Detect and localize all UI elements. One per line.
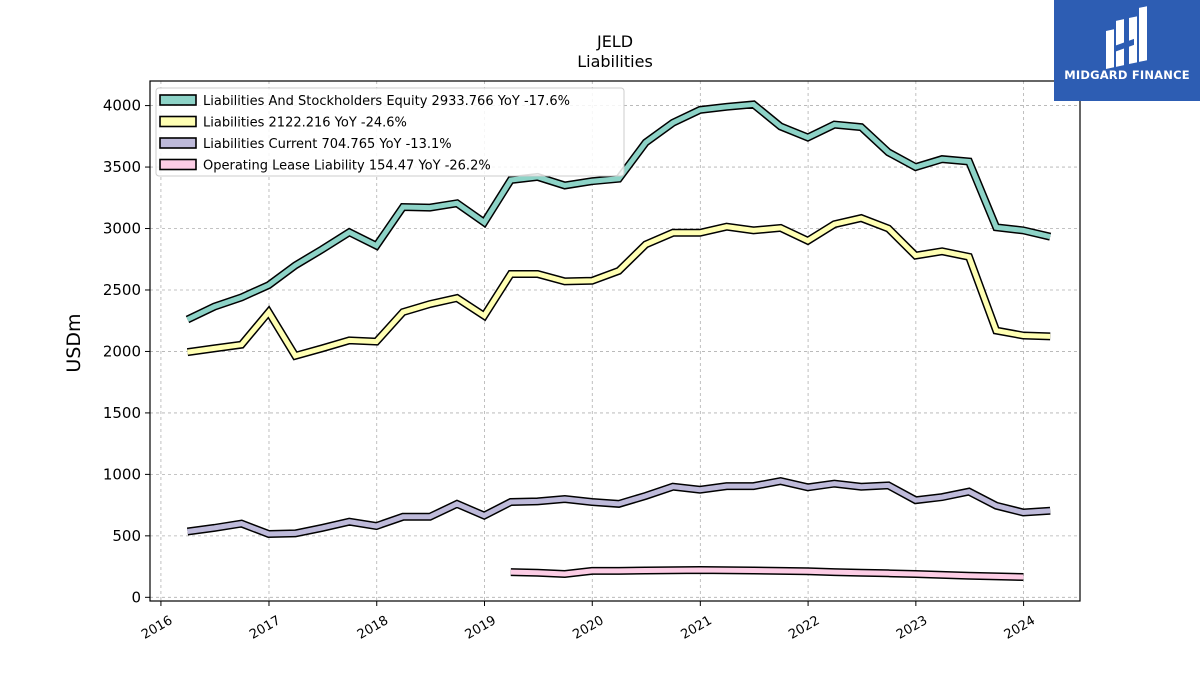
x-tick-label: 2019 [463, 613, 499, 643]
series-outline [186, 213, 1051, 361]
x-axis-ticks: 2016 2017 2018 2019 2020 2021 2022 2023 2024 [139, 601, 1038, 643]
series-liabilities-current [186, 477, 1051, 539]
y-tick-label: 1500 [103, 404, 141, 422]
x-tick-label: 2016 [139, 613, 175, 643]
y-tick-label: 2500 [103, 281, 141, 299]
x-tick-label: 2018 [355, 613, 391, 643]
legend-swatch [159, 115, 197, 128]
series-lines [185, 100, 1052, 581]
series-line [187, 215, 1051, 359]
y-axis-label: USDm [63, 313, 85, 372]
y-tick-label: 0 [131, 588, 141, 606]
x-tick-label: 2023 [894, 613, 930, 643]
legend-entry: Liabilities And Stockholders Equity 2933… [203, 94, 570, 109]
y-tick-label: 3500 [103, 158, 141, 176]
chart-subtitle: Liabilities [577, 52, 653, 71]
y-axis-ticks: 0 500 1000 1500 2000 2500 3000 3500 4000 [103, 97, 150, 606]
legend-entry: Liabilities 2122.216 YoY -24.6% [203, 116, 407, 131]
x-tick-label: 2020 [570, 613, 606, 643]
x-tick-label: 2017 [247, 613, 283, 643]
legend-swatch [159, 94, 197, 106]
logo-text: MIDGARD FINANCE [1064, 68, 1190, 82]
series-line [187, 478, 1051, 537]
legend-box [155, 87, 625, 177]
chart-title: JELD [596, 32, 633, 51]
legend: Liabilities And Stockholders Equity 2933… [155, 87, 625, 177]
midgard-finance-logo: MIDGARD FINANCE [1054, 0, 1200, 101]
series-line [186, 101, 1051, 322]
series-outline [186, 477, 1051, 539]
y-tick-label: 4000 [103, 97, 141, 115]
x-tick-label: 2022 [786, 613, 822, 643]
y-tick-label: 1000 [103, 465, 141, 483]
x-tick-label: 2021 [678, 613, 714, 643]
legend-swatch [159, 137, 197, 149]
midgard-logo-mark-icon [1106, 6, 1147, 69]
y-tick-label: 500 [112, 527, 141, 545]
x-tick-label: 2024 [1002, 613, 1038, 643]
series-line [510, 567, 1024, 580]
series-liabilities-and-stockholders-equity [185, 100, 1052, 324]
legend-entry: Operating Lease Liability 154.47 YoY -26… [203, 159, 491, 174]
y-tick-label: 2000 [103, 342, 141, 360]
legend-swatch [159, 158, 197, 171]
plot-frame [149, 80, 1081, 602]
series-operating-lease-liability [510, 565, 1024, 581]
y-tick-label: 3000 [103, 220, 141, 238]
legend-entry: Liabilities Current 704.765 YoY -13.1% [203, 137, 452, 152]
series-liabilities [186, 213, 1051, 361]
